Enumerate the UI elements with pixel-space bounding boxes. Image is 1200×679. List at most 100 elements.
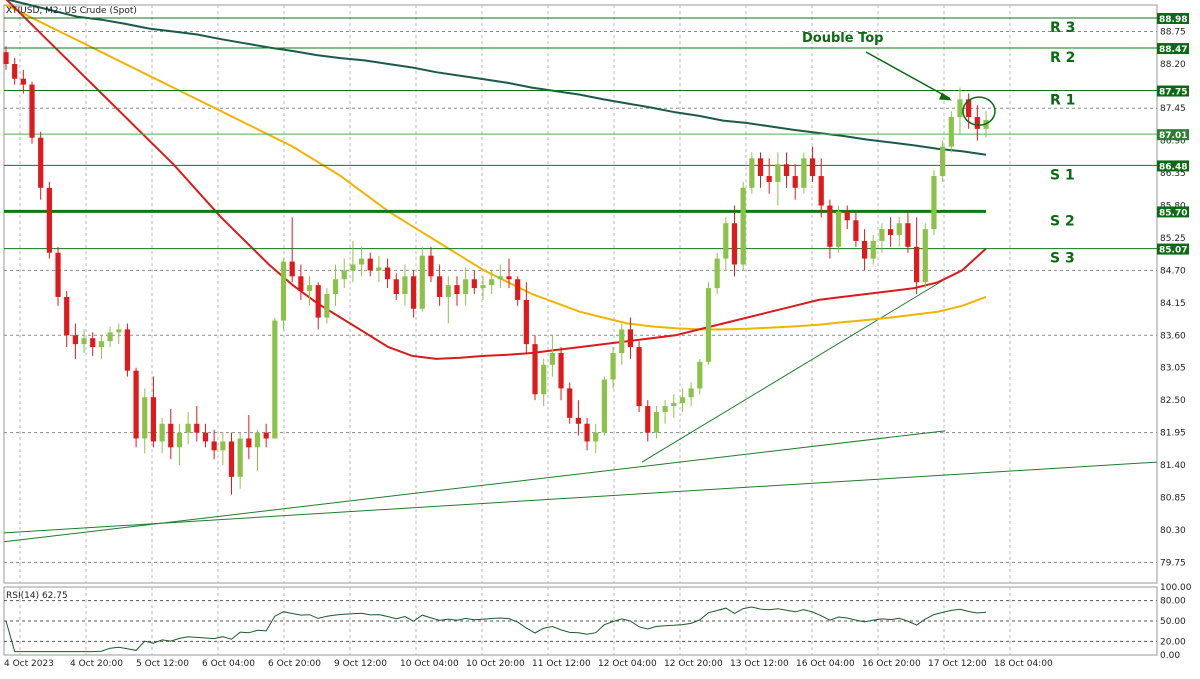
level-label: R 1 (1050, 93, 1075, 109)
candle-body (324, 294, 330, 318)
rsi-tick-label: 100.00 (1160, 583, 1192, 593)
candle-body (861, 240, 868, 259)
candle-body (350, 264, 356, 271)
y-tick-label: 84.15 (1160, 299, 1186, 309)
candle-body (914, 246, 920, 283)
candle-body (445, 285, 451, 297)
candle-body (497, 276, 503, 280)
candle-body (783, 164, 790, 177)
support-resistance-levels: R 3 R 2 R 1 S 1 S 2 S 3 (4, 17, 1157, 267)
candle-body (619, 329, 625, 353)
candle-body (176, 432, 183, 448)
y-tick-label: 79.75 (1160, 558, 1186, 568)
candle-body (835, 211, 842, 247)
candle-body (341, 270, 347, 280)
y-tick-label: 85.25 (1160, 234, 1186, 244)
candle-body (740, 187, 746, 265)
chart-title: XTIUSD, M2: US Crude (Spot) (6, 6, 137, 16)
candle-body (116, 329, 122, 333)
candle-body (593, 432, 599, 442)
candle-body (731, 223, 738, 265)
ma-fast-line (5, 0, 987, 360)
candle-body (818, 176, 824, 206)
rsi-tick-label: 20.00 (1160, 637, 1186, 647)
candle-body (81, 338, 87, 345)
candle-body (974, 117, 980, 129)
candle-body (263, 432, 269, 439)
candle-body (211, 441, 217, 451)
moving-averages (5, 0, 987, 360)
candle-body (957, 99, 963, 118)
y-tick-label: 86.35 (1160, 169, 1186, 179)
candle-body (870, 240, 876, 259)
price-panel-frame (3, 4, 1158, 584)
candle-body (567, 388, 573, 418)
candle-body (159, 423, 165, 442)
candle-body (480, 285, 486, 289)
price-label-bg (1157, 160, 1189, 172)
x-tick-label: 10 Oct 04:00 (400, 659, 459, 669)
time-axis: 4 Oct 2023 4 Oct 20:00 5 Oct 12:00 6 Oct 04… (4, 659, 1053, 669)
candle-body (254, 432, 261, 448)
price-label-bg (1157, 243, 1189, 255)
candle-body (966, 99, 972, 118)
candle-body (905, 223, 911, 247)
candle-body (402, 276, 408, 294)
y-tick-label: 81.40 (1160, 461, 1186, 471)
candle-body (98, 341, 104, 348)
level-label: S 2 (1050, 213, 1075, 229)
candle-body (558, 352, 564, 389)
candle-body (463, 279, 469, 294)
candle-body (133, 370, 139, 439)
x-tick-label: 12 Oct 20:00 (664, 659, 723, 669)
candle-body (20, 78, 26, 85)
rsi-tick-label: 0.00 (1160, 651, 1180, 661)
y-tick-label: 80.85 (1160, 493, 1186, 503)
x-tick-label: 9 Oct 12:00 (334, 659, 387, 669)
candle-body (541, 364, 547, 395)
y-tick-label: 86.90 (1160, 137, 1186, 147)
y-tick-label: 87.45 (1160, 104, 1186, 114)
candle-body (714, 258, 720, 289)
candle-body (940, 146, 946, 177)
level-label: R 3 (1050, 20, 1075, 36)
candle-body (809, 158, 816, 177)
candle-body (489, 279, 495, 286)
level-label: S 3 (1050, 251, 1075, 267)
x-tick-label: 17 Oct 12:00 (928, 659, 987, 669)
candle-body (575, 417, 581, 424)
candle-body (376, 267, 382, 271)
candle-body (723, 223, 729, 259)
candle-body (194, 423, 200, 433)
candle-body (168, 423, 174, 448)
price-label: 85.70 (1159, 208, 1187, 218)
candle-body (64, 296, 70, 336)
x-tick-label: 12 Oct 04:00 (598, 659, 657, 669)
candle-body (202, 432, 209, 442)
x-tick-label: 6 Oct 20:00 (268, 659, 321, 669)
y-tick-label: 88.75 (1160, 28, 1186, 38)
candle-body (471, 279, 477, 289)
candle-body (298, 276, 304, 292)
candles (3, 46, 989, 495)
price-label-bg (1157, 12, 1189, 24)
candle-body (150, 397, 157, 442)
double-top-arrowhead (939, 92, 952, 101)
candle-body (948, 117, 954, 147)
ma-mid-line (5, 4, 987, 331)
candle-body (653, 411, 660, 433)
price-label: 88.47 (1159, 45, 1187, 55)
y-tick-label: 83.05 (1160, 364, 1186, 374)
candle-body (124, 329, 131, 371)
price-label: 85.07 (1159, 246, 1187, 256)
double-top-circle (962, 96, 996, 126)
candle-body (3, 52, 9, 64)
price-label: 86.48 (1159, 162, 1187, 172)
candle-body (515, 279, 521, 300)
candle-body (55, 252, 61, 297)
candle-body (38, 137, 44, 188)
candle-body (29, 84, 35, 138)
